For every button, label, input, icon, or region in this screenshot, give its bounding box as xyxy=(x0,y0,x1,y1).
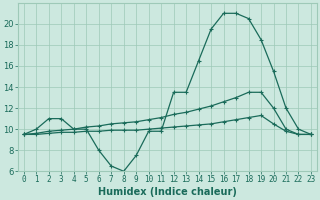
X-axis label: Humidex (Indice chaleur): Humidex (Indice chaleur) xyxy=(98,187,237,197)
